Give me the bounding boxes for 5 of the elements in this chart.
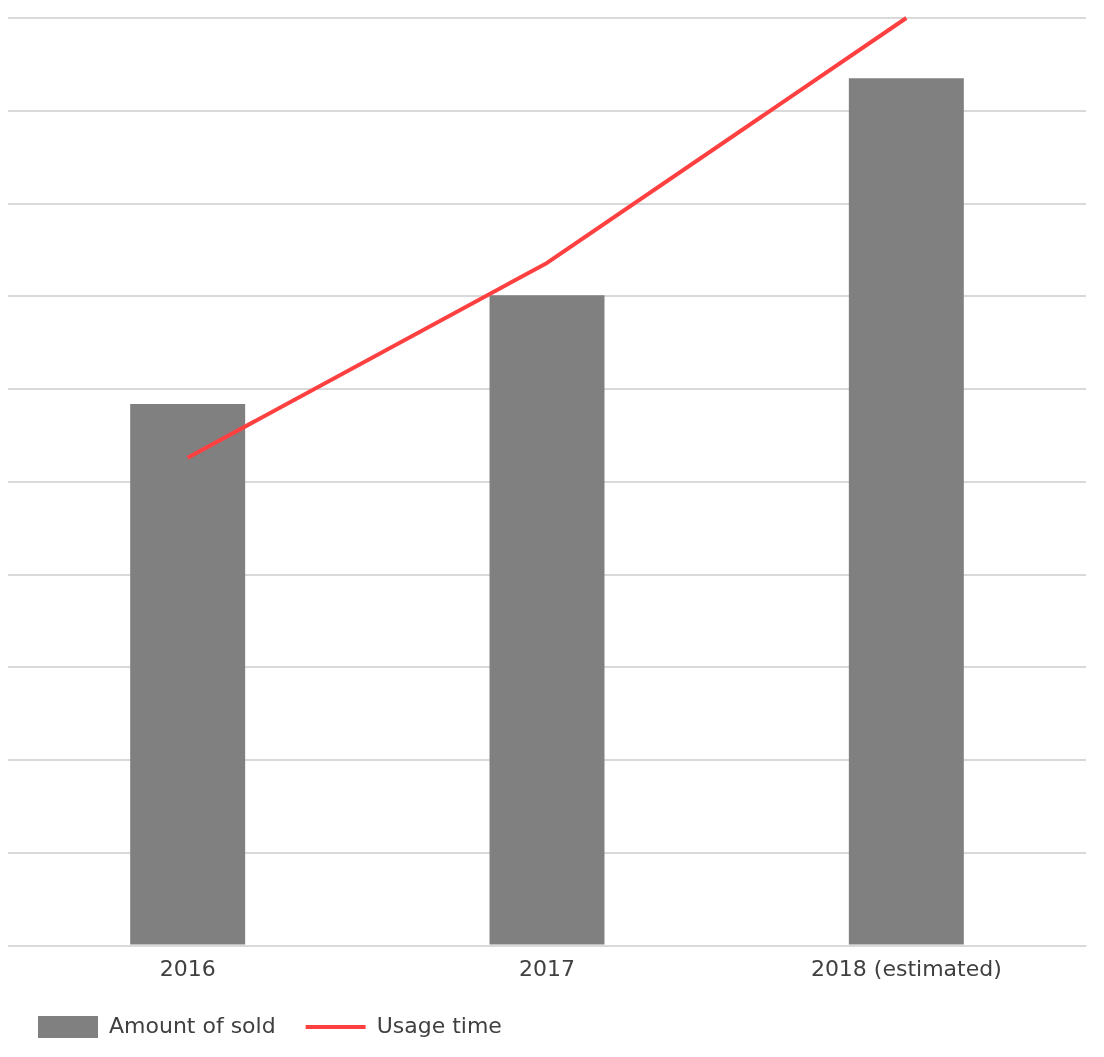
x-tick-label: 2016	[159, 955, 216, 981]
x-tick-label: 2017	[519, 955, 575, 981]
x-tick-label: 2018 (estimated)	[810, 955, 1002, 981]
legend-label: Amount of sold	[109, 1012, 276, 1038]
legend-label: Usage time	[376, 1012, 502, 1038]
